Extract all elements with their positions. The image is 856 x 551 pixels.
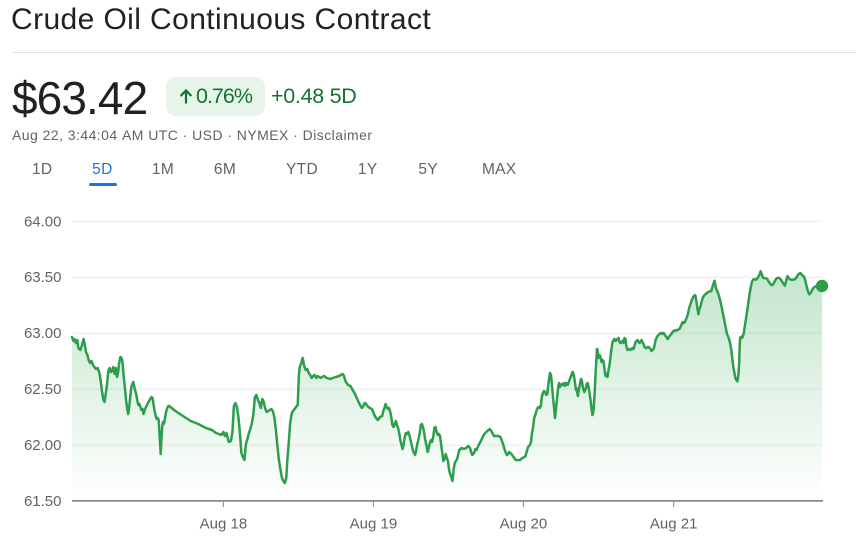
svg-text:Aug 18: Aug 18 [200, 516, 248, 533]
svg-text:62.00: 62.00 [24, 437, 62, 454]
svg-text:61.50: 61.50 [24, 493, 62, 510]
svg-text:62.50: 62.50 [24, 381, 62, 398]
svg-text:63.50: 63.50 [24, 269, 62, 286]
svg-text:Aug 21: Aug 21 [650, 516, 698, 533]
svg-text:Aug 20: Aug 20 [500, 516, 548, 533]
svg-text:Aug 19: Aug 19 [350, 516, 398, 533]
svg-text:64.00: 64.00 [24, 213, 62, 230]
svg-text:63.00: 63.00 [24, 325, 62, 342]
